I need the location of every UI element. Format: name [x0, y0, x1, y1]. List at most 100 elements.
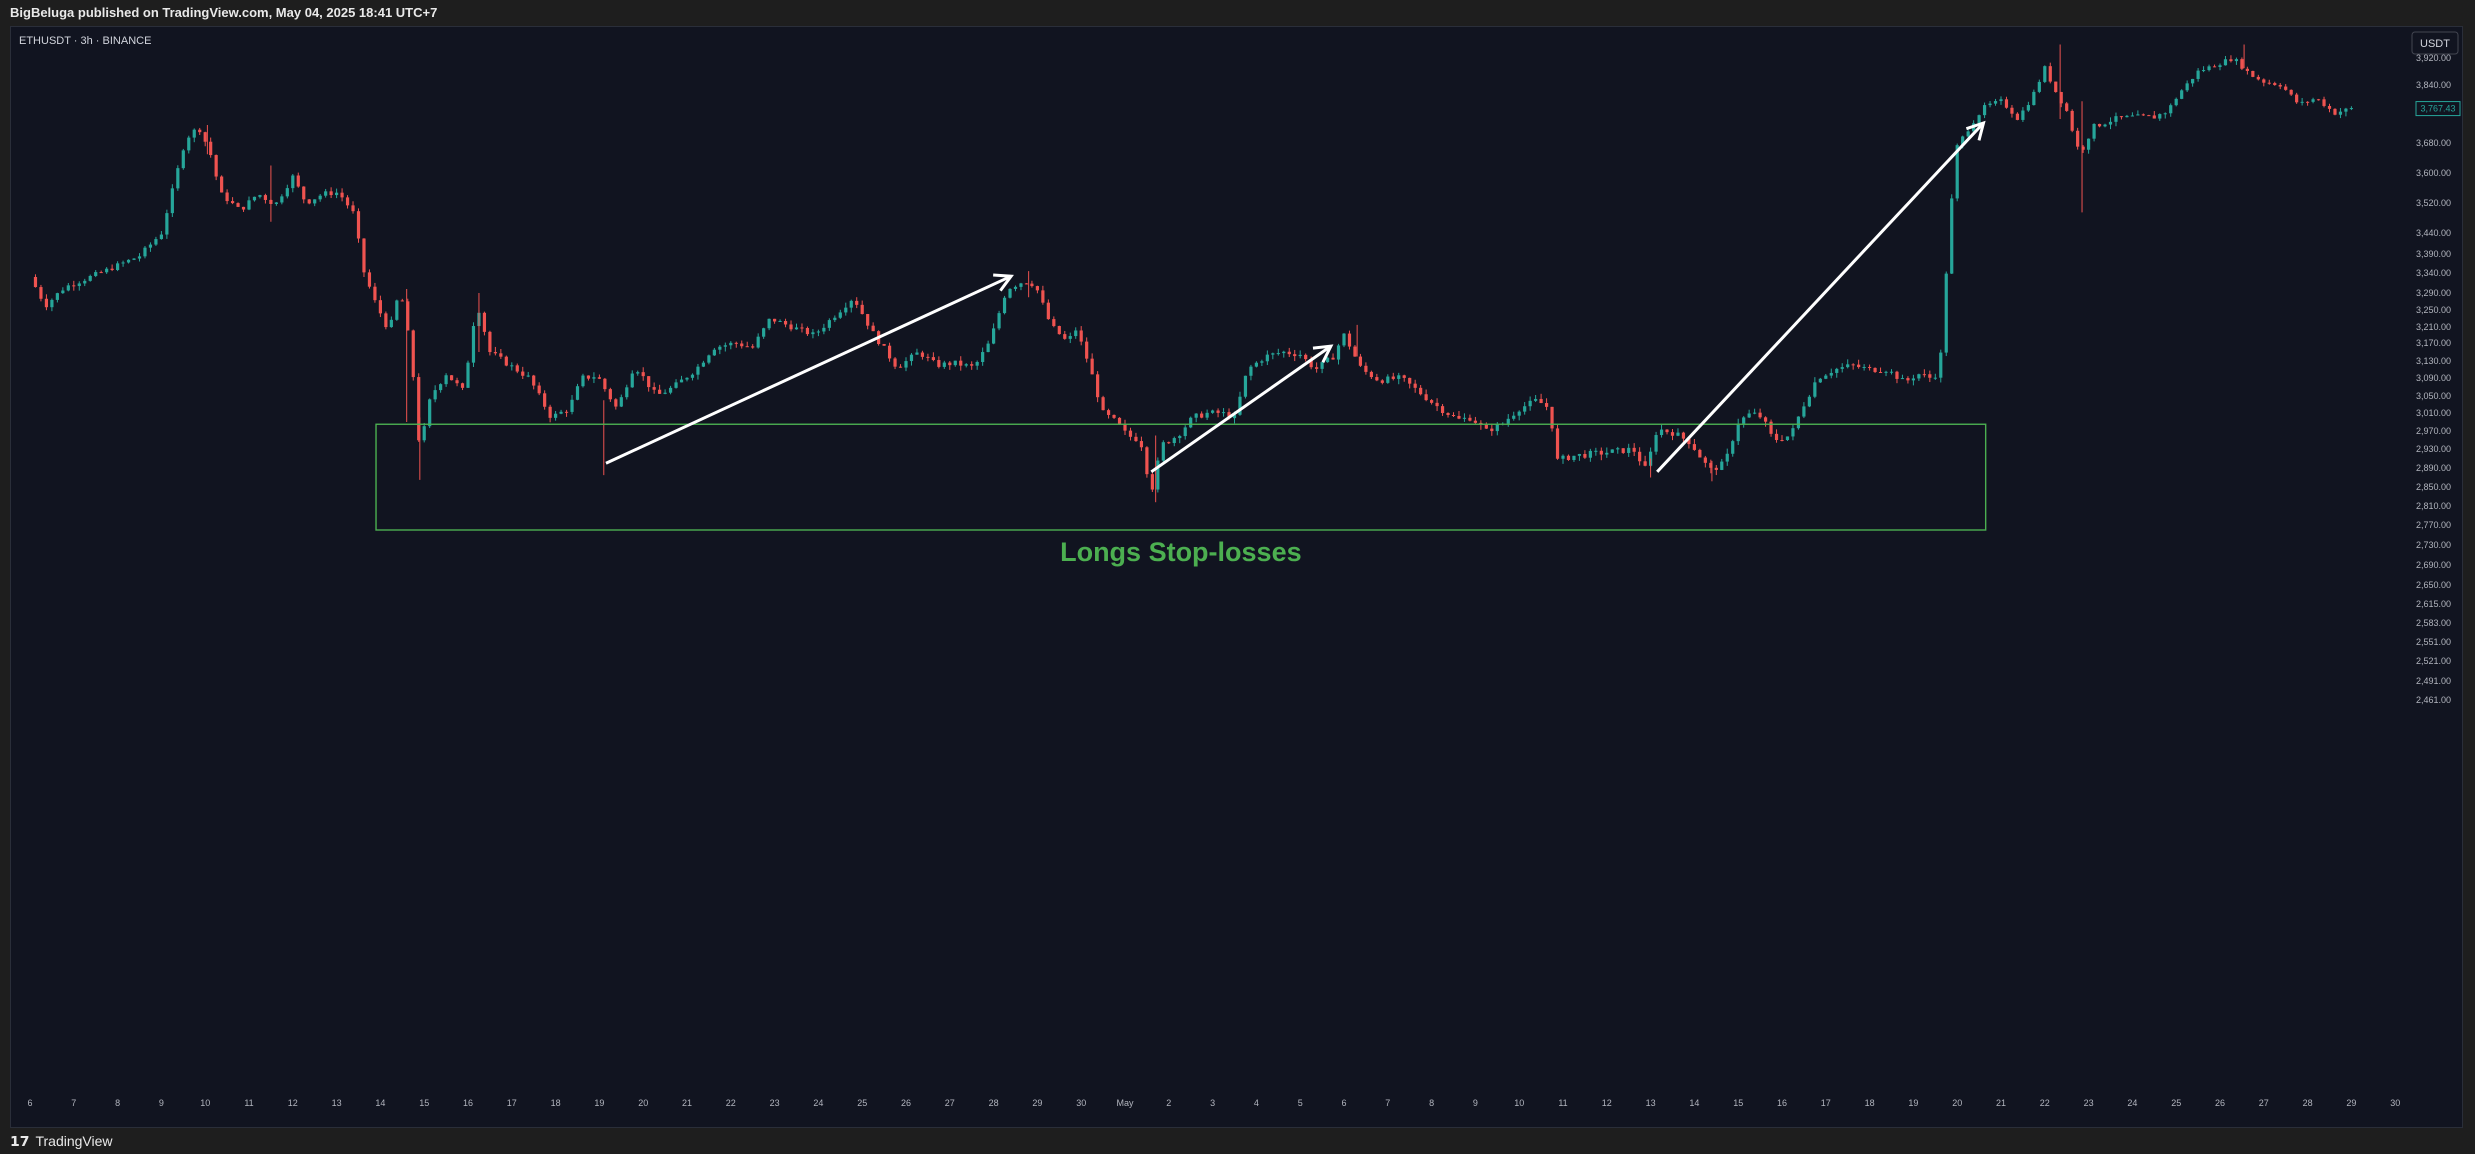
trend-arrow[interactable] — [1150, 344, 1334, 474]
time-tick-label: 17 — [1821, 1098, 1831, 1108]
candle-body — [1506, 418, 1510, 424]
candle-body — [2218, 65, 2222, 67]
candle-body — [1659, 429, 1664, 436]
time-tick-label: 6 — [1341, 1098, 1346, 1108]
candle-body — [33, 277, 38, 288]
candle-body — [2169, 105, 2173, 114]
candle-body — [992, 328, 996, 344]
candle-body — [1145, 447, 1149, 475]
candle-body — [192, 129, 196, 138]
candle-body — [263, 195, 268, 200]
time-tick-label: 16 — [1777, 1098, 1787, 1108]
currency-button[interactable] — [2411, 31, 2459, 55]
candle-body — [773, 318, 777, 322]
symbol-info: ETHUSDT · 3h · BINANCE — [19, 35, 151, 47]
candle-body — [274, 202, 278, 204]
price-axis[interactable]: 3,920.003,840.003,760.003,680.003,600.00… — [2411, 27, 2462, 1127]
time-tick-label: 24 — [2127, 1098, 2137, 1108]
time-tick-label: 24 — [813, 1098, 823, 1108]
price-tick-label: 2,461.00 — [2416, 695, 2451, 705]
time-tick-label: 30 — [1076, 1098, 1086, 1108]
time-tick-label: 2 — [1166, 1098, 1171, 1108]
arrow-head — [993, 273, 1014, 292]
candle-body — [1720, 461, 1724, 470]
trend-arrow[interactable] — [605, 273, 1014, 465]
candle-body — [1610, 449, 1614, 453]
candle-body — [2037, 81, 2041, 92]
candle-body — [72, 285, 76, 287]
candle-body — [1189, 417, 1193, 428]
chart-frame[interactable]: Longs Stop-losses ETHUSDT · 3h · BINANCE… — [10, 26, 2463, 1128]
candle-body — [1019, 283, 1023, 287]
candle-body — [2278, 85, 2282, 87]
candle-body — [329, 191, 333, 196]
candle-body — [2092, 123, 2096, 139]
candle-body — [2316, 99, 2321, 101]
candle-body — [1802, 406, 1806, 417]
candle-body — [1369, 371, 1373, 378]
tradingview-logo[interactable]: 𝟭𝟳 TradingView — [10, 1133, 113, 1150]
candle-body — [970, 364, 974, 366]
candle-body — [1616, 448, 1620, 450]
time-tick-label: 10 — [200, 1098, 210, 1108]
candle-body — [433, 390, 437, 400]
candle-body — [1676, 432, 1680, 436]
candle-body — [1386, 376, 1390, 383]
candle-body — [302, 186, 306, 200]
tradingview-brand: TradingView — [35, 1133, 113, 1149]
candle-body — [1123, 424, 1127, 431]
candle-body — [280, 196, 284, 203]
zone-annotation[interactable]: Longs Stop-losses — [1060, 537, 1302, 567]
stop-loss-zone[interactable] — [375, 423, 1987, 531]
candle-body — [1605, 452, 1609, 455]
candle-body — [641, 372, 645, 377]
candle-body — [1928, 374, 1932, 378]
candle-body — [1315, 367, 1319, 369]
candle-body — [2185, 83, 2189, 91]
currency-badge[interactable]: USDT — [2420, 38, 2450, 50]
price-chart[interactable]: Longs Stop-losses ETHUSDT · 3h · BINANCE… — [11, 27, 2462, 1127]
trend-arrow[interactable] — [1656, 120, 1986, 473]
candle-body — [1074, 330, 1078, 337]
candle-body — [794, 327, 799, 330]
candle-body — [2180, 90, 2184, 99]
candle-body — [1654, 435, 1658, 452]
price-tick-label: 3,010.00 — [2416, 408, 2451, 418]
candle-body — [422, 426, 426, 441]
price-tick-label: 2,551.00 — [2416, 637, 2451, 647]
candle-body — [44, 298, 49, 308]
candle-body — [975, 362, 979, 366]
candle-body — [608, 389, 612, 400]
candle-body — [373, 286, 377, 301]
time-axis[interactable]: 6 7 8 9 10 11 12 13 14 15 16 17 18 19 20 21 22 23 24 25 26 27… — [27, 1098, 2400, 1108]
candle-body — [619, 397, 623, 407]
candle-body — [83, 280, 87, 284]
candle-body — [1550, 406, 1554, 429]
candle-body — [1939, 352, 1943, 378]
arrow-line — [605, 274, 1012, 465]
candle-body — [2026, 105, 2030, 111]
time-tick-label: 9 — [1473, 1098, 1478, 1108]
price-tick-label: 3,340.00 — [2416, 268, 2451, 278]
candle-body — [471, 326, 476, 363]
candle-body — [66, 285, 70, 291]
price-tick-label: 3,680.00 — [2416, 138, 2451, 148]
candle-body — [335, 192, 339, 196]
candle-body — [493, 352, 497, 354]
candle-body — [428, 399, 432, 427]
candle-body — [307, 199, 311, 204]
candle-body — [137, 256, 142, 259]
candle-body — [1796, 416, 1801, 429]
candle-body — [701, 362, 706, 367]
candle-body — [1512, 415, 1516, 419]
footer-bar: 𝟭𝟳 TradingView — [0, 1128, 2475, 1154]
candle-body — [1490, 428, 1494, 432]
candle-body — [2114, 116, 2118, 122]
candle-body — [668, 387, 673, 393]
candle-body — [1638, 451, 1642, 462]
candle-body — [1150, 474, 1154, 490]
arrow-head — [1965, 120, 1986, 141]
candle-body — [2229, 59, 2233, 62]
candle-body — [1966, 131, 1970, 137]
candle-body — [2076, 130, 2080, 147]
